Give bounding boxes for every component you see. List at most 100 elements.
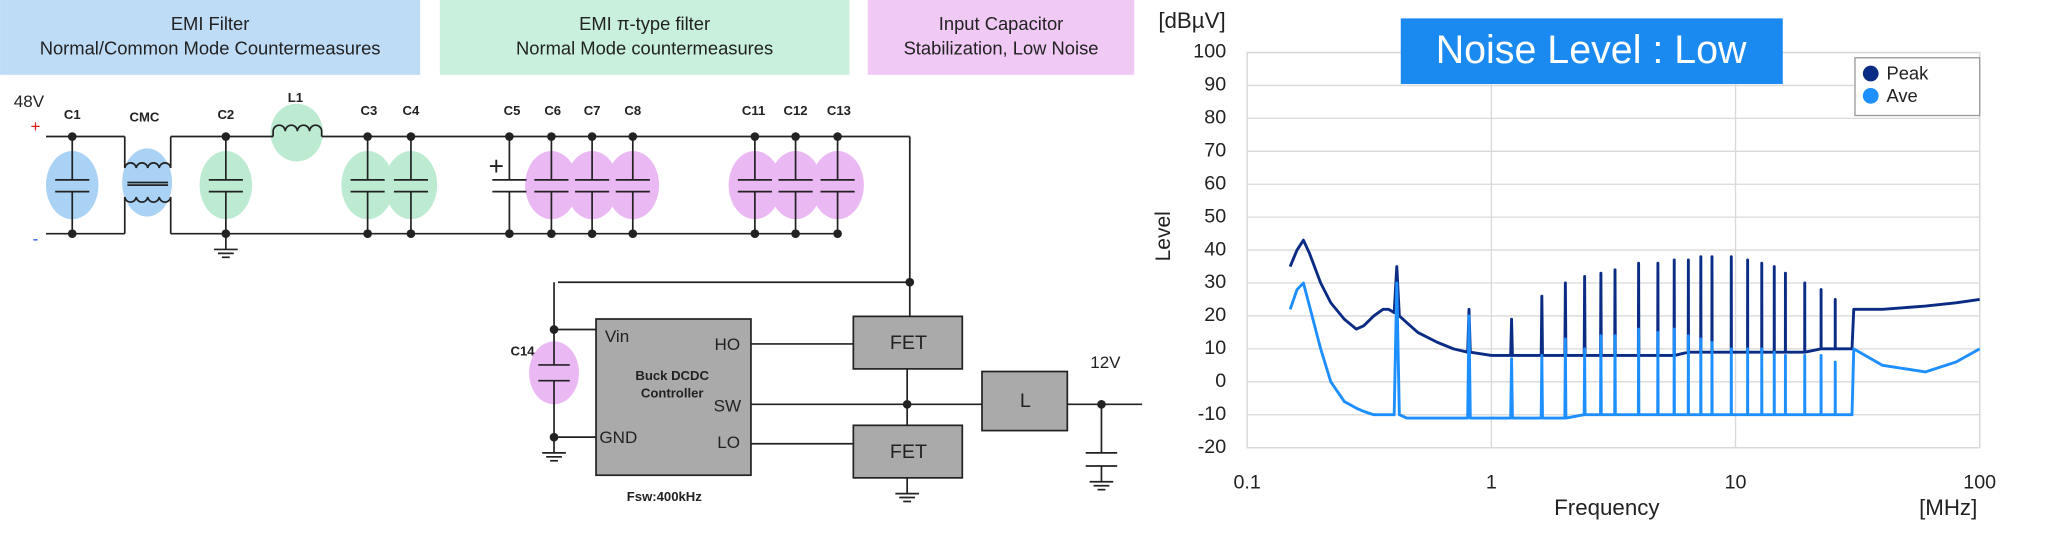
controller-box xyxy=(595,318,752,477)
node-dot xyxy=(67,132,77,141)
component-label: C2 xyxy=(217,107,234,122)
component-label: 48V xyxy=(14,92,45,111)
y-tick-label: 20 xyxy=(1204,304,1226,326)
x-tick-label: 0.1 xyxy=(1233,471,1260,493)
component-label: SW xyxy=(714,396,742,415)
highlight xyxy=(270,103,323,162)
node-dot xyxy=(547,229,556,239)
x-axis-title: Frequency xyxy=(1554,495,1660,520)
title-box xyxy=(1400,18,1783,85)
cmc-coil xyxy=(123,196,172,203)
y-tick-label: -10 xyxy=(1198,403,1227,425)
node-dot xyxy=(628,132,638,141)
component-label: C12 xyxy=(784,103,808,118)
node-dot xyxy=(505,132,514,141)
header-text: Stabilization, Low Noise xyxy=(904,38,1099,59)
y-axis-title: Level xyxy=(1152,211,1175,261)
header-text: EMI Filter xyxy=(171,13,250,34)
header-box xyxy=(439,0,850,75)
header-text: Normal/Common Mode Countermeasures xyxy=(40,38,381,59)
component-label: C3 xyxy=(361,103,378,118)
y-tick-label: 10 xyxy=(1204,337,1226,359)
node-dot xyxy=(363,229,372,239)
component-label: C5 xyxy=(504,103,521,118)
component-label: C11 xyxy=(742,103,765,118)
y-tick-label: 40 xyxy=(1204,238,1226,260)
node-dot xyxy=(750,229,760,239)
node-dot xyxy=(902,399,912,409)
highlight xyxy=(606,150,660,220)
legend-label: Peak xyxy=(1886,63,1929,84)
component-label: 12V xyxy=(1090,353,1121,372)
node-dot xyxy=(406,229,416,239)
y-tick-label: -20 xyxy=(1198,436,1227,458)
node-dot xyxy=(67,229,77,239)
highlight xyxy=(529,341,579,405)
y-axis-unit: [dBµV] xyxy=(1158,8,1225,33)
y-tick-label: 60 xyxy=(1204,172,1226,194)
component-label: FET xyxy=(890,441,927,463)
x-tick-label: 100 xyxy=(1963,471,1996,493)
component-label: C8 xyxy=(624,103,641,118)
x-tick-label: 10 xyxy=(1725,471,1747,493)
header-box xyxy=(0,0,421,75)
highlight xyxy=(199,150,253,220)
component-label: C4 xyxy=(403,103,420,118)
node-dot xyxy=(628,229,638,239)
node-dot xyxy=(406,132,416,141)
component-label: CMC xyxy=(130,110,160,125)
highlight xyxy=(525,150,578,220)
component-label: + xyxy=(489,151,504,181)
cmc-coil xyxy=(123,162,172,169)
node-dot xyxy=(791,229,800,239)
legend-label: Ave xyxy=(1886,85,1917,106)
node-dot xyxy=(750,132,760,141)
node-dot xyxy=(587,229,597,239)
node-dot xyxy=(587,132,597,141)
highlight xyxy=(45,150,99,220)
y-tick-label: 0 xyxy=(1215,370,1226,392)
y-tick-label: 50 xyxy=(1204,205,1226,227)
node-dot xyxy=(833,229,842,239)
component-label: Buck DCDC xyxy=(635,368,709,383)
node-dot xyxy=(221,132,231,141)
highlight xyxy=(811,150,864,220)
fet-box xyxy=(852,315,964,370)
y-tick-label: 100 xyxy=(1193,41,1226,63)
component-label: Vin xyxy=(605,327,629,346)
component-label: FET xyxy=(890,332,927,354)
component-label: LO xyxy=(717,433,740,452)
node-dot xyxy=(505,229,514,239)
y-tick-label: 70 xyxy=(1204,139,1226,161)
component-label: - xyxy=(33,230,39,249)
header-text: Input Capacitor xyxy=(939,13,1064,34)
node-dot xyxy=(791,132,800,141)
node-dot xyxy=(547,132,556,141)
node-dot xyxy=(833,132,842,141)
legend-marker xyxy=(1862,87,1879,104)
x-axis-unit: [MHz] xyxy=(1919,495,1977,520)
highlight xyxy=(769,150,822,220)
y-tick-label: 90 xyxy=(1204,74,1226,96)
highlight xyxy=(384,150,438,220)
component-label: C14 xyxy=(510,343,535,358)
node-dot xyxy=(363,132,372,141)
series-line xyxy=(1288,281,1981,420)
header-box xyxy=(867,0,1135,75)
component-label: L1 xyxy=(288,90,303,105)
x-tick-label: 1 xyxy=(1486,471,1497,493)
highlight xyxy=(341,150,394,220)
highlight xyxy=(565,150,619,220)
y-tick-label: 30 xyxy=(1204,271,1226,293)
component-label: C1 xyxy=(64,107,81,122)
component-label: C6 xyxy=(544,103,561,118)
y-tick-label: 80 xyxy=(1204,107,1226,129)
chart-title: Noise Level : Low xyxy=(1436,28,1747,72)
inductor-box xyxy=(981,370,1069,432)
component-label: Fsw:400kHz xyxy=(627,489,702,504)
component-label: Controller xyxy=(641,385,704,400)
component-label: C7 xyxy=(584,103,601,118)
component-label: GND xyxy=(599,428,637,447)
component-label: L xyxy=(1020,390,1031,412)
legend-box xyxy=(1854,57,1981,117)
